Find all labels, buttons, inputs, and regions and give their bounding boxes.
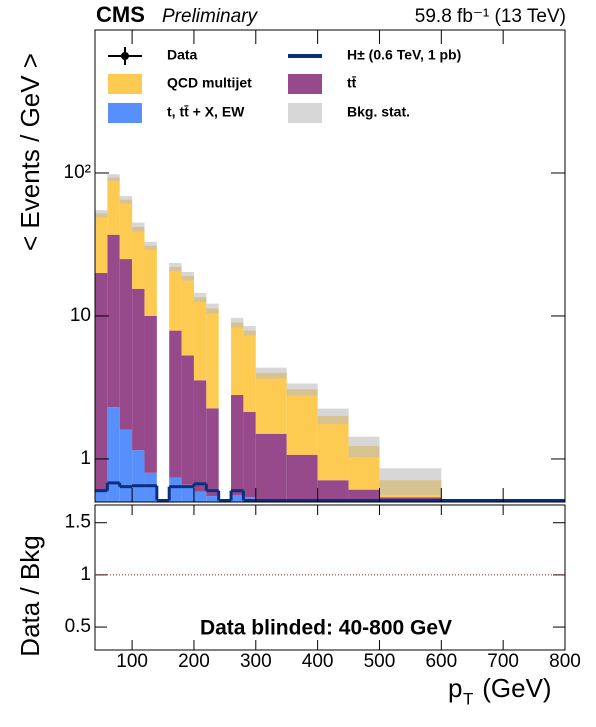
stat-band <box>243 326 256 336</box>
stat-band <box>379 468 442 495</box>
bar-segment <box>231 395 244 495</box>
bar-segment <box>255 372 287 434</box>
bar-segment <box>318 507 349 577</box>
ratio-y-tick-label: 0.5 <box>65 616 91 637</box>
legend-swatch <box>108 74 142 94</box>
x-tick-label: 700 <box>487 651 519 672</box>
stat-band <box>119 196 133 204</box>
bar-segment <box>169 330 182 478</box>
stat-band <box>317 408 349 425</box>
bar-segment <box>287 507 318 559</box>
y-tick-label: 10² <box>64 162 91 183</box>
bar-segment <box>193 380 207 492</box>
bar-segment <box>181 355 194 485</box>
frame <box>94 29 566 503</box>
bar-segment <box>193 297 207 381</box>
bar-segment <box>231 494 244 502</box>
bar-segment <box>107 234 120 408</box>
bar-segment <box>107 407 120 502</box>
y-axis-label: < Events / GeV > <box>15 53 45 251</box>
bar-segment <box>119 429 133 502</box>
bar-segment <box>144 245 157 316</box>
x-axis-label-sub: T <box>463 689 473 708</box>
bar-segment <box>132 450 145 502</box>
bar-segment <box>95 490 108 502</box>
bar-segment <box>243 330 256 413</box>
x-tick-label: 300 <box>240 651 272 672</box>
stat-band <box>107 174 120 181</box>
bar-segment <box>206 408 219 497</box>
stat-band <box>206 303 219 314</box>
bar-segment <box>348 489 380 502</box>
bar-segment <box>206 496 219 502</box>
experiment: CMS <box>96 2 145 27</box>
bar-segment <box>144 315 157 473</box>
bar-segment <box>255 433 287 502</box>
bar-segment <box>95 213 108 273</box>
bar-segment <box>119 259 133 430</box>
stat-band <box>286 383 318 396</box>
bar-segment <box>119 199 133 260</box>
stat-band <box>255 367 287 379</box>
ratio-y-tick-label: 1 <box>80 564 91 585</box>
bar-segment <box>243 412 256 498</box>
plot-area <box>95 174 565 602</box>
bar-segment <box>95 272 108 491</box>
bar-segment <box>144 472 157 502</box>
legend-swatch <box>288 74 322 94</box>
bar-segment <box>181 484 194 502</box>
stat-band <box>181 272 194 281</box>
stat-band <box>144 241 157 250</box>
bar-segment <box>379 497 442 502</box>
stat-band <box>169 262 182 272</box>
bar-segment <box>169 477 182 502</box>
bar-segment <box>379 507 441 602</box>
legend-label: Data <box>167 47 198 63</box>
x-tick-label: 500 <box>364 651 396 672</box>
y-tick-label: 1 <box>80 448 91 469</box>
ratio-y-tick-label: 1.5 <box>65 512 91 533</box>
bar-segment <box>317 480 349 502</box>
ratio-frame <box>94 504 566 651</box>
bar-segment <box>231 322 244 396</box>
stat-band <box>132 222 145 232</box>
bar-segment <box>132 288 145 451</box>
y-tick-label: 10 <box>70 305 91 326</box>
stat-band <box>231 317 244 328</box>
lumi: 59.8 fb⁻¹ (13 TeV) <box>415 6 566 27</box>
bar-segment <box>206 308 219 409</box>
x-tick-label: 800 <box>549 651 581 672</box>
bar-segment <box>349 507 380 602</box>
x-tick-label: 100 <box>116 651 148 672</box>
stat-band <box>348 436 380 458</box>
bar-segment <box>193 491 207 502</box>
x-tick-label: 400 <box>302 651 334 672</box>
x-axis-label: p <box>448 673 462 703</box>
status: Preliminary <box>162 6 259 27</box>
bar-segment <box>256 507 287 534</box>
stat-band <box>95 210 108 218</box>
bar-segment <box>107 177 120 235</box>
annotation: Data blinded: 40-800 GeV <box>200 617 452 640</box>
bar-segment <box>286 389 318 455</box>
legend-label: Bkg. stat. <box>347 104 410 120</box>
legend-label: tt̄ <box>347 74 357 90</box>
legend-label: H± (0.6 TeV, 1 pb) <box>347 47 461 63</box>
bar-segment <box>169 267 182 331</box>
bar-segment <box>317 415 349 481</box>
bar-segment <box>132 226 145 289</box>
legend-label: t, tt̄ + X, EW <box>167 103 245 119</box>
bar-segment <box>286 454 318 502</box>
x-tick-label: 200 <box>178 651 210 672</box>
x-tick-label: 600 <box>425 651 457 672</box>
ratio-y-label: Data / Bkg <box>15 535 45 656</box>
bar-segment <box>181 276 194 356</box>
x-axis-label-unit: (GeV) <box>475 673 552 703</box>
stat-band <box>193 292 207 303</box>
legend-swatch <box>108 103 142 123</box>
legend-label: QCD multijet <box>167 75 252 91</box>
legend-data-marker <box>121 52 129 60</box>
legend-swatch <box>288 103 322 123</box>
